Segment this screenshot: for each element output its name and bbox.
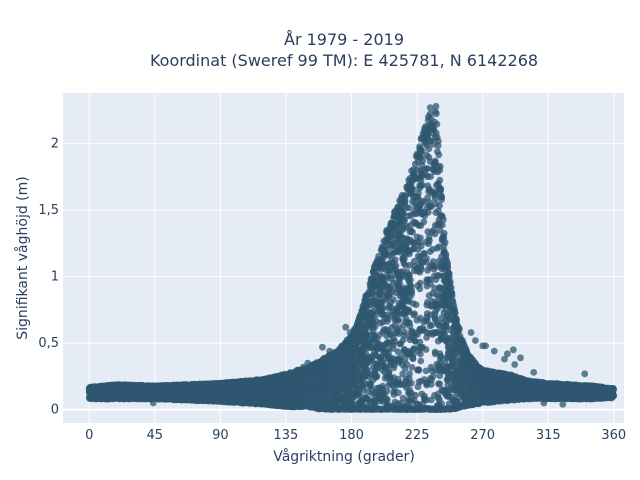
data-point <box>395 356 403 363</box>
data-point <box>384 396 391 404</box>
data-point <box>393 328 401 336</box>
data-point <box>417 357 425 365</box>
data-point <box>369 390 376 398</box>
data-point <box>410 257 418 265</box>
data-point <box>379 311 387 318</box>
data-point <box>422 238 430 246</box>
data-point <box>399 394 407 402</box>
data-point <box>371 351 379 359</box>
data-point <box>408 364 416 371</box>
data-point <box>429 258 437 265</box>
data-point <box>416 279 424 287</box>
data-point <box>430 226 437 234</box>
data-point <box>417 167 425 175</box>
data-point <box>449 354 456 362</box>
data-point <box>429 246 436 253</box>
data-point <box>423 334 430 341</box>
data-point <box>401 365 409 372</box>
data-point <box>420 250 428 257</box>
data-point <box>407 282 414 289</box>
data-point <box>422 367 430 375</box>
data-point <box>407 379 415 387</box>
data-point <box>416 285 424 293</box>
data-point <box>394 348 402 356</box>
data-point <box>408 390 416 398</box>
data-point <box>406 228 414 236</box>
data-point <box>425 145 433 153</box>
data-point <box>387 356 394 363</box>
data-point <box>436 350 444 357</box>
data-point <box>419 181 426 189</box>
data-point <box>424 182 432 190</box>
data-point <box>433 360 441 368</box>
data-point <box>436 380 443 388</box>
data-point <box>405 212 413 220</box>
data-point <box>349 380 356 388</box>
data-point <box>422 171 430 179</box>
data-point <box>382 326 390 333</box>
data-point <box>416 338 424 346</box>
data-point <box>424 317 431 324</box>
data-point <box>433 291 440 298</box>
data-point <box>438 367 445 374</box>
data-point <box>406 370 413 378</box>
data-point <box>444 377 451 384</box>
data-point <box>403 384 410 391</box>
data-points <box>85 102 618 414</box>
data-point <box>405 276 412 283</box>
data-point <box>399 370 407 378</box>
data-point <box>424 267 431 274</box>
data-point <box>420 218 428 226</box>
data-point <box>423 278 431 286</box>
data-point <box>431 195 439 203</box>
data-point <box>427 363 435 371</box>
data-point <box>436 372 444 380</box>
data-point <box>379 318 387 326</box>
data-point <box>424 228 432 236</box>
data-point <box>436 355 444 362</box>
data-point <box>386 379 394 387</box>
data-point <box>390 364 398 372</box>
